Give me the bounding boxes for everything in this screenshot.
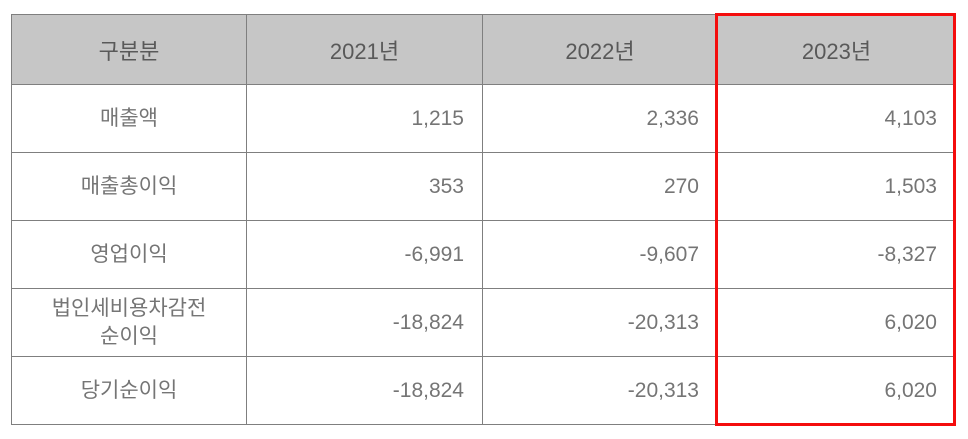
- header-cell-2023: 2023년: [717, 14, 956, 85]
- value-2022: -20,313: [482, 356, 718, 425]
- value-2022: 2,336: [482, 84, 718, 153]
- table-body: 매출액 1,215 2,336 4,103 매출총이익 353 270 1,50…: [11, 84, 956, 425]
- row-label: 매출총이익: [11, 152, 247, 221]
- value-2023: 1,503: [717, 152, 956, 221]
- value-2022: 270: [482, 152, 718, 221]
- table-header: 구분분 2021년 2022년 2023년: [11, 14, 956, 85]
- header-row: 구분분 2021년 2022년 2023년: [11, 14, 956, 85]
- value-2022: -20,313: [482, 288, 718, 357]
- value-2021: -18,824: [246, 356, 483, 425]
- value-2023: 4,103: [717, 84, 956, 153]
- value-2023: -8,327: [717, 220, 956, 289]
- value-2021: 353: [246, 152, 483, 221]
- value-2021: -6,991: [246, 220, 483, 289]
- row-label: 영업이익: [11, 220, 247, 289]
- value-2021: 1,215: [246, 84, 483, 153]
- table-row-revenue: 매출액 1,215 2,336 4,103: [11, 84, 956, 153]
- value-2023: 6,020: [717, 288, 956, 357]
- value-2022: -9,607: [482, 220, 718, 289]
- table-row-gross-profit: 매출총이익 353 270 1,503: [11, 152, 956, 221]
- value-2021: -18,824: [246, 288, 483, 357]
- header-cell-2022: 2022년: [482, 14, 718, 85]
- header-cell-category: 구분분: [11, 14, 247, 85]
- financial-table-container: 구분분 2021년 2022년 2023년 매출액 1,215 2,336 4,…: [11, 13, 956, 426]
- financial-table: 구분분 2021년 2022년 2023년 매출액 1,215 2,336 4,…: [11, 14, 956, 425]
- header-cell-2021: 2021년: [246, 14, 483, 85]
- row-label: 당기순이익: [11, 356, 247, 425]
- table-row-pretax-income: 법인세비용차감전 순이익 -18,824 -20,313 6,020: [11, 288, 956, 357]
- table-row-net-income: 당기순이익 -18,824 -20,313 6,020: [11, 356, 956, 425]
- row-label: 법인세비용차감전 순이익: [11, 288, 247, 357]
- row-label: 매출액: [11, 84, 247, 153]
- table-row-operating-profit: 영업이익 -6,991 -9,607 -8,327: [11, 220, 956, 289]
- value-2023: 6,020: [717, 356, 956, 425]
